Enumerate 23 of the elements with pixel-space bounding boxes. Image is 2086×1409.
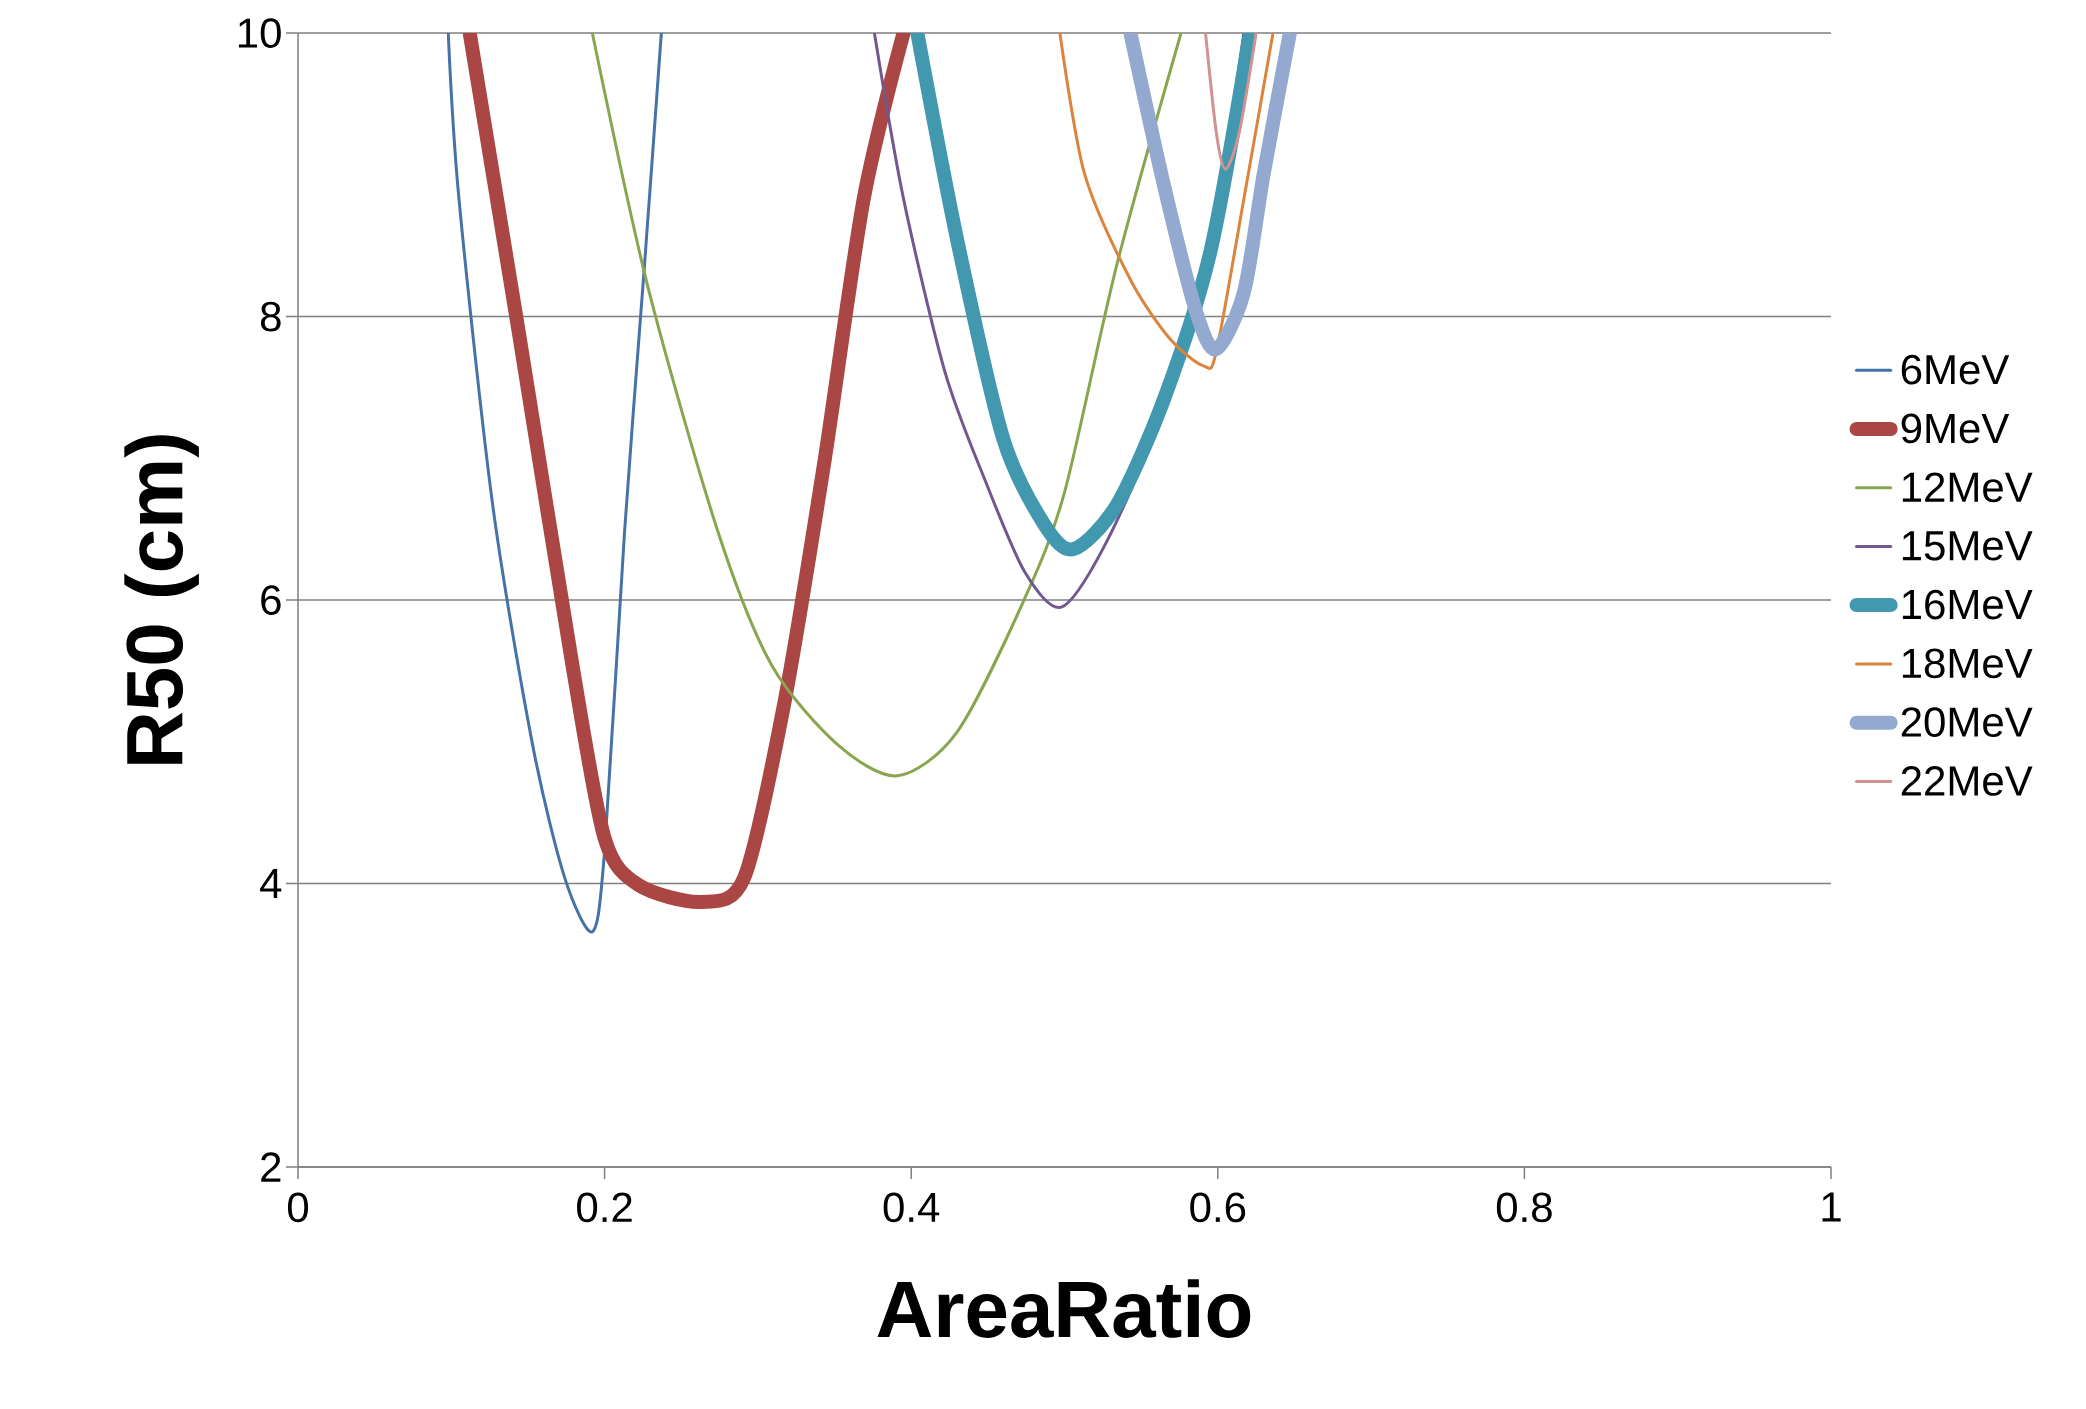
x-tick-label: 0 [287, 1192, 309, 1223]
y-tick-label: 2 [261, 1152, 281, 1182]
line-series [590, 33, 1183, 778]
legend-label: 12MeV [1902, 472, 2033, 503]
legend-label: 22MeV [1901, 766, 2033, 796]
x-tick-label: 0.4 [883, 1192, 940, 1223]
x-axis-title: AreaRatio [877, 1279, 1251, 1338]
legend-label: 20MeV [1901, 707, 2033, 738]
legend-label: 15MeV [1902, 531, 2033, 561]
line-series [446, 33, 663, 934]
x-tick-label: 0.8 [1496, 1192, 1552, 1223]
legend-label: 9MeV [1901, 413, 2010, 444]
y-tick-label: 4 [260, 869, 282, 898]
legend-label: 18MeV [1902, 648, 2033, 679]
y-tick-label: 8 [260, 301, 281, 332]
legend-label: 6MeV [1901, 354, 2010, 385]
y-tick-label: 6 [261, 585, 281, 615]
y-axis-title: R50 (cm) [124, 435, 199, 764]
y-tick-label: 10 [238, 18, 281, 48]
x-tick-label: 0.6 [1190, 1192, 1246, 1223]
x-tick-label: 0.2 [577, 1192, 632, 1223]
legend-label: 16MeV [1902, 589, 2033, 620]
x-tick-label: 1 [1822, 1192, 1841, 1222]
